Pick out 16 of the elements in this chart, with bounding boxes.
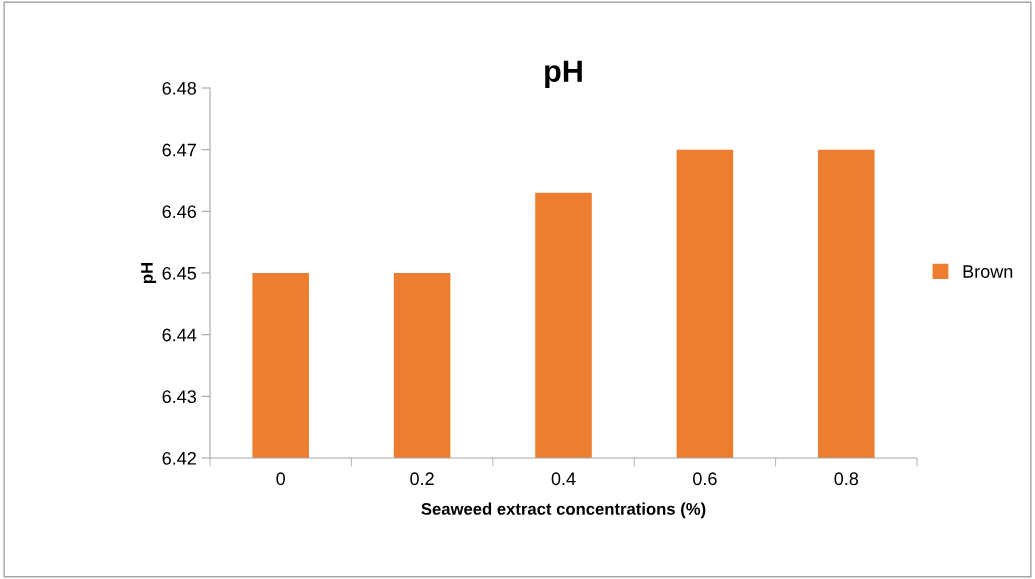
x-axis-title: Seaweed extract concentrations (%) xyxy=(421,502,706,519)
x-tick-label: 0.6 xyxy=(693,472,717,486)
y-tick-label: 6.43 xyxy=(162,390,197,404)
chart-title: pH xyxy=(545,60,582,88)
x-tick-label: 0.2 xyxy=(410,472,434,486)
x-tick-label: 0.4 xyxy=(551,472,576,486)
y-tick-label: 6.47 xyxy=(162,143,196,157)
y-tick-label: 6.42 xyxy=(162,451,196,465)
legend-label: Brown xyxy=(963,265,1013,278)
x-tick-label: 0 xyxy=(276,472,286,486)
x-tick-label: 0.8 xyxy=(834,472,859,486)
y-tick-label: 6.46 xyxy=(162,205,197,219)
y-axis-title: pH xyxy=(141,263,157,284)
y-tick-label: 6.45 xyxy=(162,266,197,280)
y-tick-label: 6.48 xyxy=(162,81,197,95)
y-tick-label: 6.44 xyxy=(162,328,197,342)
